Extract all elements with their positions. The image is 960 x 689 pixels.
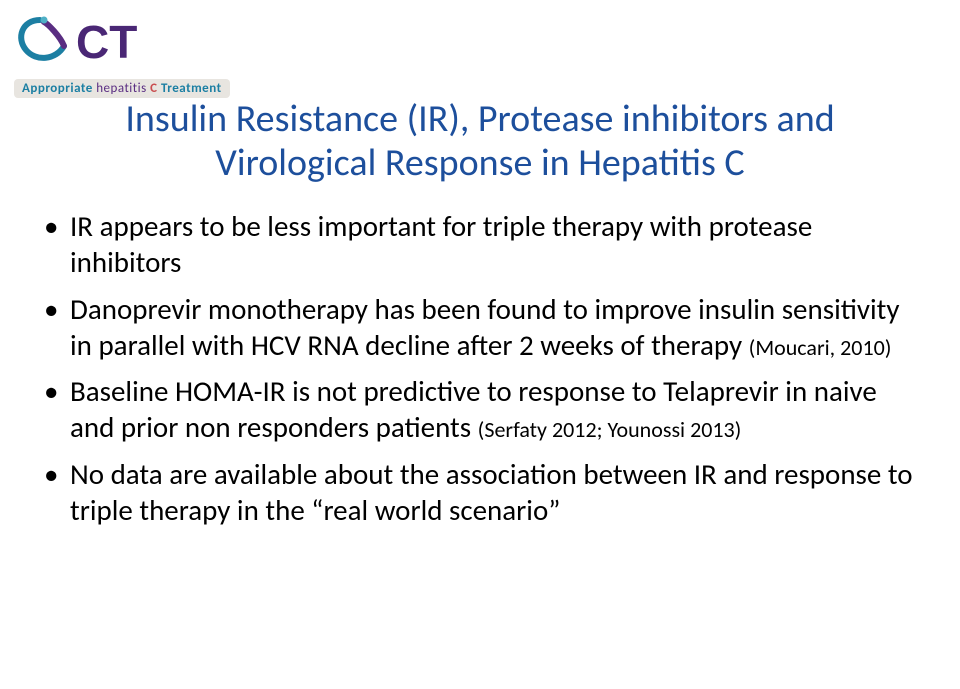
slide-title: Insulin Resistance (IR), Protease inhibi…	[60, 98, 900, 185]
bullet-item: IR appears to be less important for trip…	[40, 208, 920, 281]
bullet-list: IR appears to be less important for trip…	[40, 208, 920, 528]
bullet-cite: (Moucari, 2010)	[749, 334, 892, 361]
tagline-word-4: Treatment	[161, 81, 222, 96]
bullet-text: IR appears to be less important for trip…	[70, 208, 812, 280]
tagline-word-2: hepatitis	[96, 81, 147, 96]
title-line-2: Virological Response in Hepatitis C	[60, 142, 900, 186]
tagline-word-1: Appropriate	[22, 81, 93, 96]
slide-body: IR appears to be less important for trip…	[40, 208, 920, 538]
title-line-1: Insulin Resistance (IR), Protease inhibi…	[60, 98, 900, 142]
logo-letters: CT	[76, 16, 137, 68]
act-logo: CT Appropriate hepatitis C Treatment	[14, 14, 344, 92]
bullet-item: Baseline HOMA-IR is not predictive to re…	[40, 373, 920, 446]
bullet-text: Baseline HOMA-IR is not predictive to re…	[70, 373, 877, 445]
bullet-item: Danoprevir monotherapy has been found to…	[40, 291, 920, 364]
bullet-text: No data are available about the associat…	[70, 456, 913, 528]
tagline-word-3: C	[150, 81, 157, 96]
logo-svg: CT	[14, 14, 344, 70]
bullet-item: No data are available about the associat…	[40, 456, 920, 529]
bullet-cite: (Serfaty 2012; Younossi 2013)	[478, 416, 742, 443]
